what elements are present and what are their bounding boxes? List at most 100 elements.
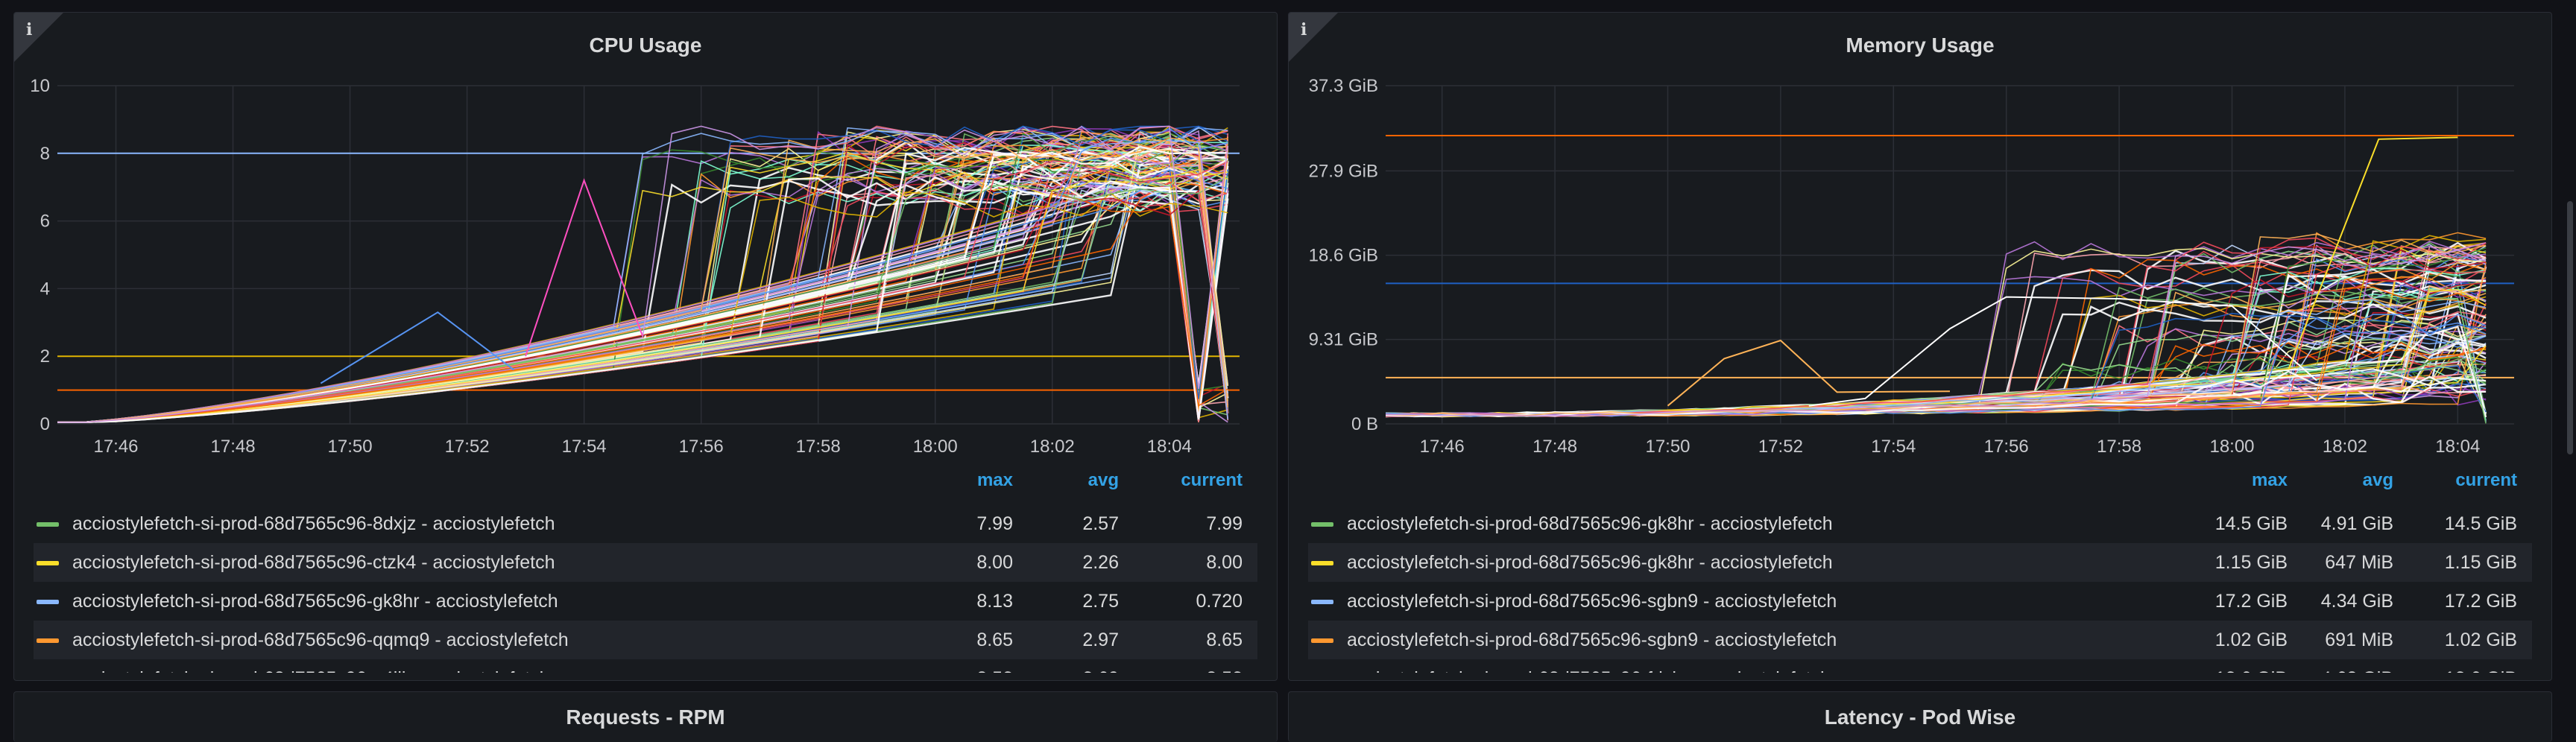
legend-header-avg[interactable]: avg <box>1087 470 1119 490</box>
legend-max-value: 8.00 <box>976 552 1013 573</box>
series-line <box>57 159 1228 423</box>
legend-avg-value: 2.57 <box>1082 513 1119 534</box>
y-tick-label: 6 <box>40 212 50 232</box>
legend-list: acciostylefetch-si-prod-68d7565c96-gk8hr… <box>1308 504 2532 673</box>
x-tick-label: 17:58 <box>2097 437 2141 457</box>
legend-avg-value: 4.91 GiB <box>2320 513 2393 534</box>
memory-usage-panel: i Memory Usage 0 B 9.31 GiB 18.6 GiB 27.9 G… <box>1288 12 2552 681</box>
x-tick-label: 17:52 <box>445 437 490 457</box>
legend-row[interactable]: acciostylefetch-si-prod-68d7565c96-n4llk… <box>34 659 1257 673</box>
x-tick-label: 18:04 <box>2435 437 2480 457</box>
cpu-chart: 0 2 4 6 8 10 17:46 17:48 17:50 17:52 17:54 17:56 17:… <box>30 76 1240 457</box>
x-tick-label: 17:54 <box>562 437 607 457</box>
memory-chart: 0 B 9.31 GiB 18.6 GiB 27.9 GiB 37.3 GiB 17:46… <box>1309 76 2514 457</box>
legend-row[interactable]: acciostylefetch-si-prod-68d7565c96-ctzk4… <box>34 543 1257 582</box>
legend-swatch[interactable] <box>1311 638 1333 643</box>
legend-series-name[interactable]: acciostylefetch-si-prod-68d7565c96-n4llk… <box>72 668 550 673</box>
legend-max-value: 1.15 GiB <box>2214 552 2288 573</box>
legend-row[interactable]: acciostylefetch-si-prod-68d7565c96-gk8hr… <box>1308 543 2532 582</box>
panel-title[interactable]: Requests - RPM <box>566 705 725 729</box>
legend-series-name[interactable]: acciostylefetch-si-prod-68d7565c96-sgbn9… <box>1347 591 1837 612</box>
legend-series-name[interactable]: acciostylefetch-si-prod-68d7565c96-fdxhv… <box>1347 668 1831 673</box>
x-tick-label: 18:02 <box>1030 437 1075 457</box>
legend-avg-value: 2.69 <box>1014 668 1119 673</box>
legend-avg-value: 4.34 GiB <box>2320 591 2393 612</box>
legend-current-value: 17.2 GiB <box>2444 591 2517 612</box>
legend-swatch[interactable] <box>37 600 59 604</box>
legend-header-current[interactable]: current <box>1181 470 1243 490</box>
legend-swatch[interactable] <box>1311 522 1333 527</box>
legend-row[interactable]: acciostylefetch-si-prod-68d7565c96-fdxhv… <box>1308 659 2532 673</box>
legend-current-value: 7.99 <box>1206 513 1243 534</box>
series-line <box>57 145 1228 423</box>
info-corner[interactable] <box>14 13 63 62</box>
series-line <box>1386 370 2487 417</box>
legend-max-value: 1.02 GiB <box>2214 630 2288 650</box>
legend-row[interactable]: acciostylefetch-si-prod-68d7565c96-qqmq9… <box>34 621 1257 659</box>
series-line <box>2288 136 2458 370</box>
legend-row[interactable]: acciostylefetch-si-prod-68d7565c96-gk8hr… <box>1308 504 2532 543</box>
legend-avg-value: 647 MiB <box>2325 552 2393 573</box>
legend-swatch[interactable] <box>37 522 59 527</box>
series-line <box>525 178 644 357</box>
x-tick-label: 17:52 <box>1758 437 1803 457</box>
info-icon[interactable]: i <box>26 20 33 39</box>
legend-series-name[interactable]: acciostylefetch-si-prod-68d7565c96-ctzk4… <box>72 552 555 573</box>
y-tick-label: 9.31 GiB <box>1309 330 1378 350</box>
legend-row[interactable]: acciostylefetch-si-prod-68d7565c96-gk8hr… <box>34 582 1257 621</box>
info-icon[interactable]: i <box>1301 20 1307 39</box>
y-tick-label: 4 <box>40 279 50 299</box>
legend-avg-value: 4.63 GiB <box>2289 668 2393 673</box>
y-tick-label: 0 B <box>1351 414 1378 434</box>
legend-header-max[interactable]: max <box>976 470 1013 490</box>
series-line <box>1386 246 2487 417</box>
x-tick-label: 17:46 <box>1420 437 1465 457</box>
latency-pod-wise-panel[interactable]: Latency - Pod Wise <box>1288 691 2552 742</box>
legend-current-value: 8.65 <box>1206 630 1243 650</box>
x-tick-label: 18:02 <box>2323 437 2367 457</box>
x-tick-label: 17:50 <box>1645 437 1690 457</box>
series-line <box>320 311 515 384</box>
legend-series-name[interactable]: acciostylefetch-si-prod-68d7565c96-gk8hr… <box>1347 552 1833 573</box>
page-scrollbar[interactable] <box>2567 201 2573 454</box>
legend-header: max avg current <box>34 470 1257 495</box>
panel-title[interactable]: Latency - Pod Wise <box>1824 705 2016 729</box>
legend-series-name[interactable]: acciostylefetch-si-prod-68d7565c96-gk8hr… <box>1347 513 1833 534</box>
legend-swatch[interactable] <box>1311 600 1333 604</box>
requests-rpm-panel[interactable]: Requests - RPM <box>13 691 1278 742</box>
legend-header-avg[interactable]: avg <box>2362 470 2393 490</box>
series-line <box>57 139 1228 423</box>
legend-row[interactable]: acciostylefetch-si-prod-68d7565c96-sgbn9… <box>1308 582 2532 621</box>
legend-header: max avg current <box>1308 470 2532 495</box>
series-group <box>57 125 1240 423</box>
x-tick-label: 18:00 <box>2209 437 2254 457</box>
x-tick-label: 17:48 <box>211 437 256 457</box>
legend-max-value: 17.2 GiB <box>2214 591 2288 612</box>
legend-current-value: 1.15 GiB <box>2444 552 2517 573</box>
legend-header-max[interactable]: max <box>2251 470 2288 490</box>
legend-swatch[interactable] <box>37 561 59 565</box>
x-tick-label: 17:56 <box>1984 437 2029 457</box>
y-tick-label: 0 <box>40 414 50 434</box>
x-tick-label: 18:04 <box>1147 437 1192 457</box>
legend-swatch[interactable] <box>1311 561 1333 565</box>
panel-title: CPU Usage <box>589 34 702 57</box>
legend-series-name[interactable]: acciostylefetch-si-prod-68d7565c96-8dxjz… <box>72 513 555 534</box>
x-tick-label: 17:54 <box>1871 437 1916 457</box>
legend-swatch[interactable] <box>37 638 59 643</box>
series-line <box>1808 296 2317 407</box>
x-tick-label: 17:50 <box>328 437 373 457</box>
legend-header-current[interactable]: current <box>2455 470 2517 490</box>
legend-row[interactable]: acciostylefetch-si-prod-68d7565c96-8dxjz… <box>34 504 1257 543</box>
series-line <box>57 138 1229 423</box>
legend-series-name[interactable]: acciostylefetch-si-prod-68d7565c96-qqmq9… <box>72 630 569 650</box>
legend-series-name[interactable]: acciostylefetch-si-prod-68d7565c96-sgbn9… <box>1347 630 1837 650</box>
x-tick-label: 17:48 <box>1532 437 1577 457</box>
legend-max-value: 14.5 GiB <box>2214 513 2288 534</box>
legend-current-value: 8.52 <box>1123 668 1243 673</box>
legend-row[interactable]: acciostylefetch-si-prod-68d7565c96-sgbn9… <box>1308 621 2532 659</box>
info-corner[interactable] <box>1289 13 1338 62</box>
series-line <box>57 193 1228 423</box>
legend-series-name[interactable]: acciostylefetch-si-prod-68d7565c96-gk8hr… <box>72 591 558 612</box>
series-line <box>1386 235 2487 417</box>
